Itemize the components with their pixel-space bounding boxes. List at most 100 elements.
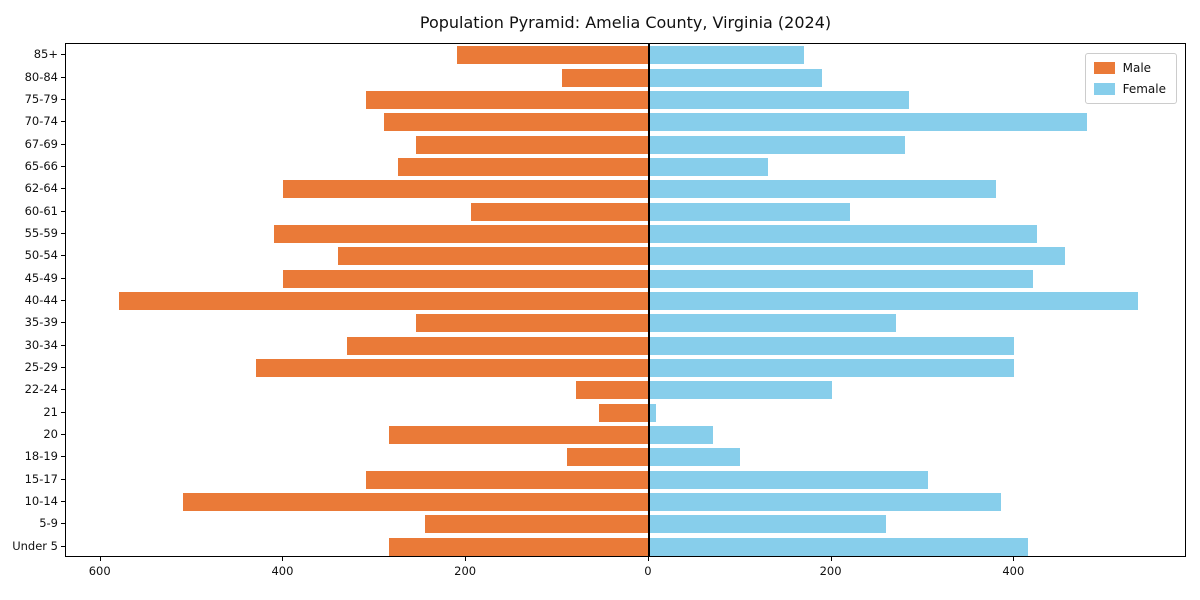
male-bar-45-49 bbox=[283, 269, 649, 288]
male-bar-20 bbox=[388, 426, 649, 445]
female-bar-30-34 bbox=[648, 336, 1015, 355]
male-bar-75-79 bbox=[365, 90, 649, 109]
female-bar-62-64 bbox=[648, 180, 997, 199]
male-bar-25-29 bbox=[256, 359, 649, 378]
y-tick-label-85+: 85+ bbox=[33, 47, 58, 62]
y-tick-mark bbox=[61, 501, 65, 503]
female-bar-22-24 bbox=[648, 381, 832, 400]
male-bar-5-9 bbox=[425, 515, 649, 534]
female-bar-80-84 bbox=[648, 68, 823, 87]
y-tick-mark bbox=[61, 277, 65, 279]
male-bar-21 bbox=[598, 403, 649, 422]
y-tick-label-55-59: 55-59 bbox=[24, 225, 58, 240]
y-tick-label-75-79: 75-79 bbox=[24, 91, 58, 106]
legend-entry-female: Female bbox=[1093, 82, 1166, 96]
female-bar-Under 5 bbox=[648, 537, 1029, 556]
y-tick-label-18-19: 18-19 bbox=[24, 449, 58, 464]
female-bar-35-39 bbox=[648, 314, 896, 333]
y-tick-mark bbox=[61, 54, 65, 56]
male-bar-50-54 bbox=[338, 247, 649, 266]
y-tick-label-67-69: 67-69 bbox=[24, 136, 58, 151]
y-tick-label-21: 21 bbox=[43, 404, 58, 419]
female-legend-swatch bbox=[1093, 83, 1115, 95]
y-tick-mark bbox=[61, 411, 65, 413]
y-tick-label-80-84: 80-84 bbox=[24, 69, 58, 84]
x-tick-mark-400 bbox=[1013, 557, 1015, 561]
x-tick-label-400: 400 bbox=[1002, 564, 1025, 578]
male-legend-swatch bbox=[1093, 62, 1115, 74]
y-tick-label-5-9: 5-9 bbox=[39, 516, 58, 531]
x-tick-label-0: 0 bbox=[644, 564, 652, 578]
female-bar-70-74 bbox=[648, 113, 1088, 132]
male-bar-62-64 bbox=[283, 180, 649, 199]
male-bar-10-14 bbox=[182, 493, 649, 512]
x-tick-label-200: 200 bbox=[819, 564, 842, 578]
y-tick-mark bbox=[61, 232, 65, 234]
female-bar-25-29 bbox=[648, 359, 1015, 378]
y-tick-label-20: 20 bbox=[43, 427, 58, 442]
y-tick-mark bbox=[61, 300, 65, 301]
x-tick-mark-200 bbox=[465, 557, 467, 561]
female-bar-10-14 bbox=[648, 493, 1001, 512]
female-bar-45-49 bbox=[648, 269, 1033, 288]
female-bar-15-17 bbox=[648, 470, 928, 489]
y-tick-label-62-64: 62-64 bbox=[24, 181, 58, 196]
y-tick-label-22-24: 22-24 bbox=[24, 382, 58, 397]
x-tick-label-600: 600 bbox=[88, 564, 111, 578]
female-legend-label: Female bbox=[1122, 82, 1166, 96]
y-tick-label-65-66: 65-66 bbox=[24, 158, 58, 173]
y-tick-label-15-17: 15-17 bbox=[24, 471, 58, 486]
female-bar-85+ bbox=[648, 46, 805, 65]
x-tick-label-400: 400 bbox=[271, 564, 294, 578]
y-tick-mark bbox=[61, 255, 65, 257]
female-bar-5-9 bbox=[648, 515, 887, 534]
y-tick-mark bbox=[61, 434, 65, 436]
y-tick-mark bbox=[61, 545, 65, 547]
male-bar-70-74 bbox=[383, 113, 649, 132]
y-tick-label-60-61: 60-61 bbox=[24, 203, 58, 218]
y-tick-mark bbox=[61, 389, 65, 391]
x-tick-mark-600 bbox=[99, 557, 101, 561]
y-tick-mark bbox=[61, 344, 65, 346]
y-tick-mark bbox=[61, 121, 65, 123]
male-bar-18-19 bbox=[566, 448, 649, 467]
male-bar-Under 5 bbox=[388, 537, 649, 556]
male-bar-60-61 bbox=[470, 202, 649, 221]
male-legend-label: Male bbox=[1122, 61, 1152, 75]
x-tick-label-200: 200 bbox=[454, 564, 477, 578]
y-tick-label-30-34: 30-34 bbox=[24, 337, 58, 352]
y-tick-mark bbox=[61, 98, 65, 100]
y-tick-label-10-14: 10-14 bbox=[24, 494, 58, 509]
y-tick-label-70-74: 70-74 bbox=[24, 114, 58, 129]
female-bar-65-66 bbox=[648, 157, 768, 176]
male-bar-67-69 bbox=[415, 135, 649, 154]
y-tick-label-40-44: 40-44 bbox=[24, 293, 58, 307]
x-tick-mark-400 bbox=[282, 557, 284, 561]
chart-title: Population Pyramid: Amelia County, Virgi… bbox=[419, 13, 832, 32]
plot-area: Male Female bbox=[65, 43, 1186, 557]
y-tick-label-45-49: 45-49 bbox=[24, 270, 58, 285]
female-bar-18-19 bbox=[648, 448, 741, 467]
male-bar-30-34 bbox=[347, 336, 649, 355]
y-tick-mark bbox=[61, 210, 65, 212]
y-tick-mark bbox=[61, 165, 65, 167]
y-tick-label-Under 5: Under 5 bbox=[12, 538, 58, 553]
female-bar-67-69 bbox=[648, 135, 905, 154]
y-tick-mark bbox=[61, 456, 65, 458]
female-bar-40-44 bbox=[648, 292, 1138, 310]
male-bar-35-39 bbox=[415, 314, 649, 333]
male-bar-80-84 bbox=[562, 68, 649, 87]
male-bar-65-66 bbox=[397, 157, 649, 176]
male-bar-85+ bbox=[457, 46, 649, 65]
y-tick-mark bbox=[61, 478, 65, 480]
male-bar-15-17 bbox=[365, 470, 649, 489]
y-tick-mark bbox=[61, 76, 65, 78]
female-bar-75-79 bbox=[648, 90, 910, 109]
male-bar-55-59 bbox=[274, 224, 649, 243]
female-bar-60-61 bbox=[648, 202, 850, 221]
y-tick-label-50-54: 50-54 bbox=[24, 248, 58, 263]
legend: Male Female bbox=[1084, 53, 1177, 104]
male-bar-22-24 bbox=[575, 381, 649, 400]
x-tick-mark-200 bbox=[830, 557, 832, 561]
